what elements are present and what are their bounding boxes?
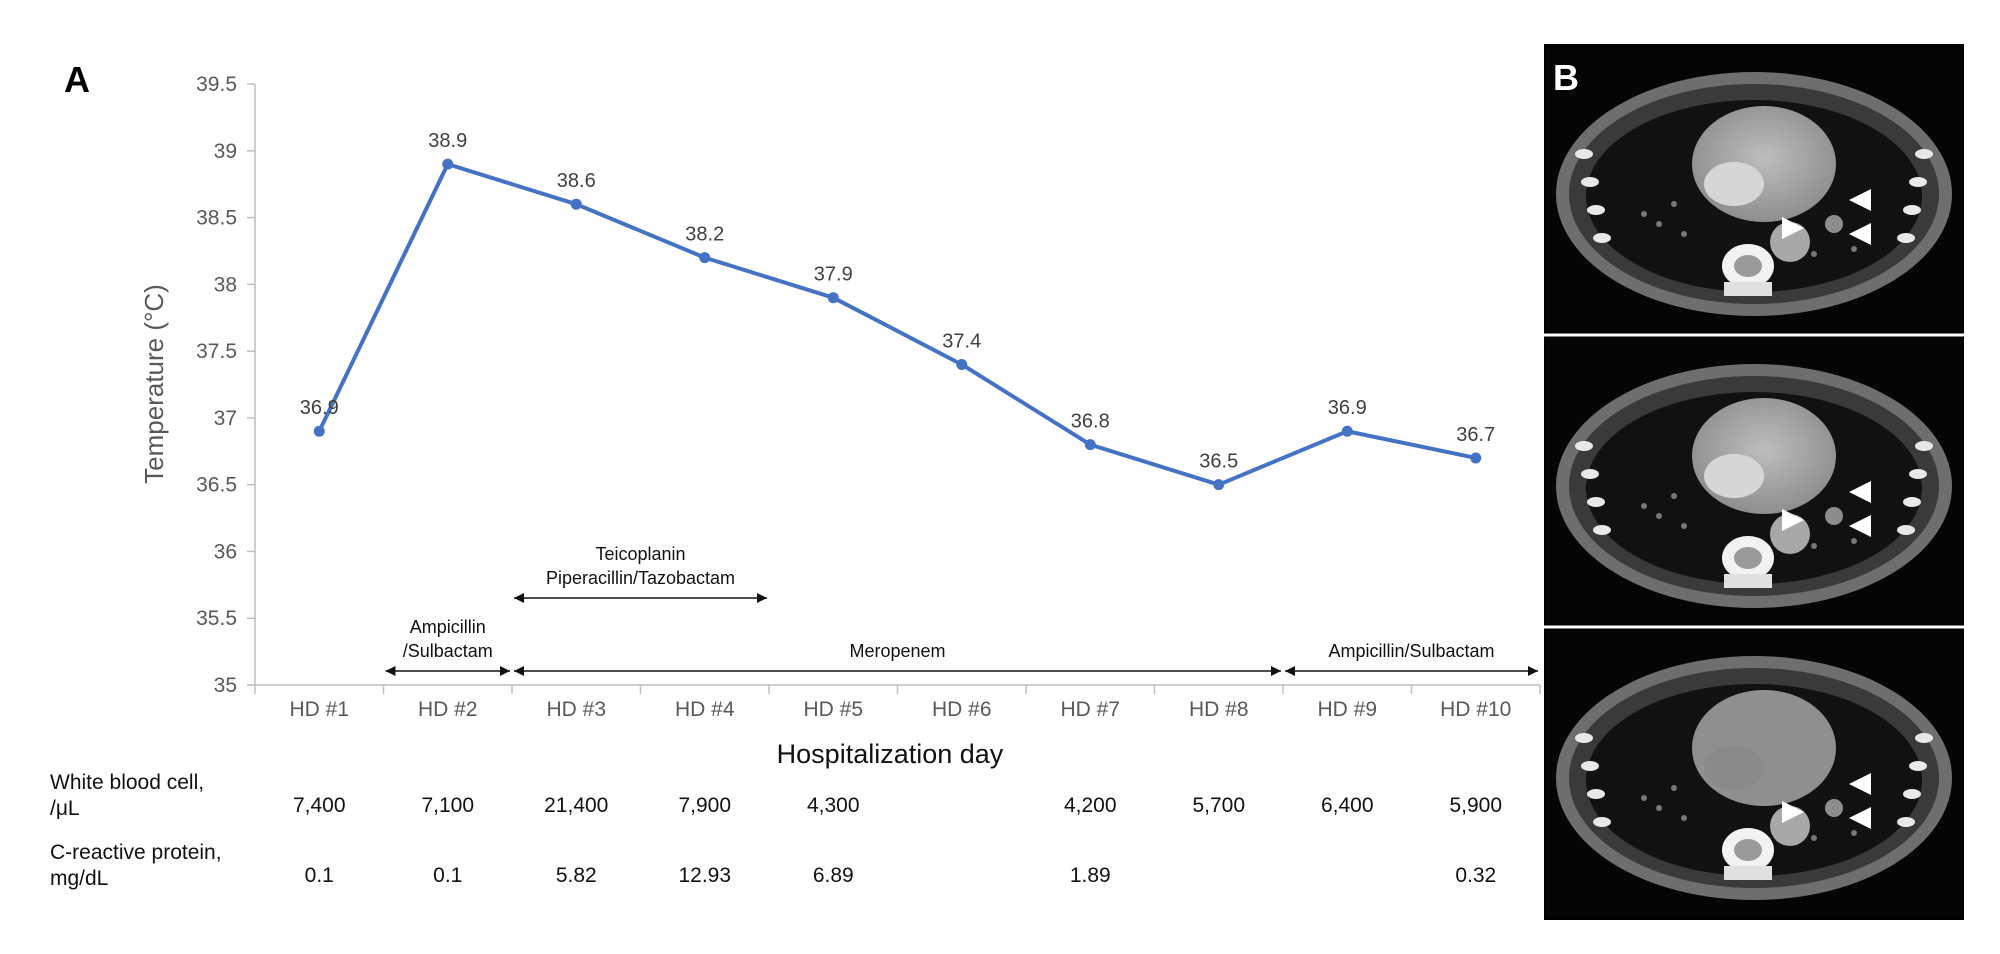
lab-table: White blood cell, /μL 7,400 7,100 21,400 7,90…: [50, 771, 1502, 890]
arrowhead-icon: [1782, 509, 1804, 531]
antibiotic-label: /Sulbactam: [403, 641, 493, 661]
x-tick-label: HD #2: [418, 698, 478, 721]
data-label: 38.6: [557, 170, 596, 192]
data-point: [570, 198, 582, 210]
data-point: [1213, 479, 1225, 491]
lab-value: 5,700: [1192, 794, 1245, 817]
x-tick-label: HD #7: [1060, 698, 1120, 721]
x-tick-label: HD #5: [803, 698, 863, 721]
ct-image: [1544, 46, 1964, 337]
lab-value: 0.32: [1455, 864, 1496, 887]
x-tick-label: HD #9: [1317, 698, 1377, 721]
x-axis: HD #1 HD #2 HD #3 HD #4 HD #5 HD #6 HD #7 HD #8…: [254, 684, 1541, 721]
antibiotic-timeline: Ampicillin/Sulbactam Teicoplanin Piperacil…: [385, 544, 1538, 676]
lab-value: 4,300: [807, 794, 860, 817]
data-point: [1341, 425, 1353, 437]
data-label: 36.7: [1456, 424, 1495, 446]
y-axis-title: Temperature (°C): [139, 284, 169, 484]
antibiotic-course: Teicoplanin Piperacillin/Tazobactam: [514, 544, 767, 603]
y-tick-label: 39: [214, 140, 237, 163]
x-axis-title: Hospitalization day: [777, 739, 1004, 769]
lab-row-label: /μL: [50, 797, 80, 820]
data-label: 36.5: [1199, 451, 1238, 473]
y-tick-label: 37: [214, 407, 237, 430]
lab-value: 7,900: [678, 794, 731, 817]
lab-value: 4,200: [1064, 794, 1117, 817]
data-label: 36.9: [1328, 397, 1367, 419]
panel-b-label: B: [1553, 57, 1579, 98]
lab-value: 0.1: [305, 864, 334, 887]
arrowhead-icon: [1849, 189, 1871, 211]
data-point: [442, 158, 454, 170]
ct-image: [1546, 630, 1962, 916]
y-tick-label: 37.5: [196, 340, 237, 363]
arrowhead-icon: [1849, 807, 1871, 829]
lab-value: 5,900: [1449, 794, 1502, 817]
data-label: 38.9: [428, 130, 467, 152]
data-label: 36.9: [300, 397, 339, 419]
x-tick-label: HD #8: [1189, 698, 1249, 721]
antibiotic-label: Piperacillin/Tazobactam: [546, 568, 735, 588]
lab-row: C-reactive protein, mg/dL 0.1 0.1 5.82 12.93 6…: [50, 841, 1496, 890]
lab-row-label: mg/dL: [50, 867, 108, 890]
data-point: [1084, 439, 1096, 451]
antibiotic-course: Ampicillin/Sulbactam: [1285, 641, 1538, 676]
lab-row-label: C-reactive protein,: [50, 841, 222, 864]
lab-value: 7,400: [293, 794, 346, 817]
arrowhead-icon: [1849, 481, 1871, 503]
arrowhead-icon: [1849, 223, 1871, 245]
lab-row: White blood cell, /μL 7,400 7,100 21,400 7,90…: [50, 771, 1502, 820]
lab-value: 21,400: [544, 794, 608, 817]
y-tick-label: 35: [214, 674, 237, 697]
temperature-series: 36.9 38.9 38.6 38.2 37.9 37.4 36.8 36.5 36.9 36.7: [300, 130, 1495, 491]
data-label: 38.2: [685, 224, 724, 246]
lab-value: 5.82: [556, 864, 597, 887]
data-label: 37.9: [814, 264, 853, 286]
data-point: [313, 425, 325, 437]
series-line: [317, 162, 1477, 487]
antibiotic-label: Meropenem: [849, 641, 945, 661]
data-point: [1470, 452, 1482, 464]
antibiotic-label: Ampicillin: [410, 617, 486, 637]
x-tick-label: HD #3: [546, 698, 606, 721]
x-tick-label: HD #4: [675, 698, 735, 721]
lab-value: 6.89: [813, 864, 854, 887]
y-tick-label: 38.5: [196, 207, 237, 230]
x-tick-label: HD #1: [289, 698, 349, 721]
lab-value: 1.89: [1070, 864, 1111, 887]
data-point: [699, 252, 711, 264]
data-label: 37.4: [942, 330, 981, 352]
antibiotic-course: Ampicillin/Sulbactam: [385, 617, 510, 676]
lab-value: 0.1: [433, 864, 462, 887]
antibiotic-course: Meropenem: [514, 641, 1281, 676]
x-tick-label: HD #6: [932, 698, 992, 721]
y-tick-label: 39.5: [196, 73, 237, 96]
lab-value: 12.93: [678, 864, 731, 887]
data-label: 36.8: [1071, 411, 1110, 433]
lab-value: 6,400: [1321, 794, 1374, 817]
lab-row-label: White blood cell,: [50, 771, 204, 794]
antibiotic-label: Ampicillin/Sulbactam: [1328, 641, 1494, 661]
y-axis: 35 35.5 36 36.5 37 37.5 38 38.5 39 39.5: [196, 73, 256, 697]
y-tick-label: 36: [214, 540, 237, 563]
data-point: [956, 358, 968, 370]
panel-a-label: A: [64, 59, 90, 100]
arrowhead-icon: [1849, 773, 1871, 795]
arrowhead-icon: [1782, 217, 1804, 239]
lab-value: 7,100: [421, 794, 474, 817]
ct-panel: B: [1544, 44, 1964, 920]
data-point: [827, 292, 839, 304]
x-tick-label: HD #10: [1440, 698, 1511, 721]
antibiotic-label: Teicoplanin: [595, 544, 685, 564]
y-tick-label: 38: [214, 273, 237, 296]
y-tick-label: 36.5: [196, 474, 237, 497]
arrowhead-icon: [1782, 801, 1804, 823]
arrowhead-icon: [1849, 515, 1871, 537]
y-tick-label: 35.5: [196, 607, 237, 630]
ct-image: [1544, 338, 1964, 629]
